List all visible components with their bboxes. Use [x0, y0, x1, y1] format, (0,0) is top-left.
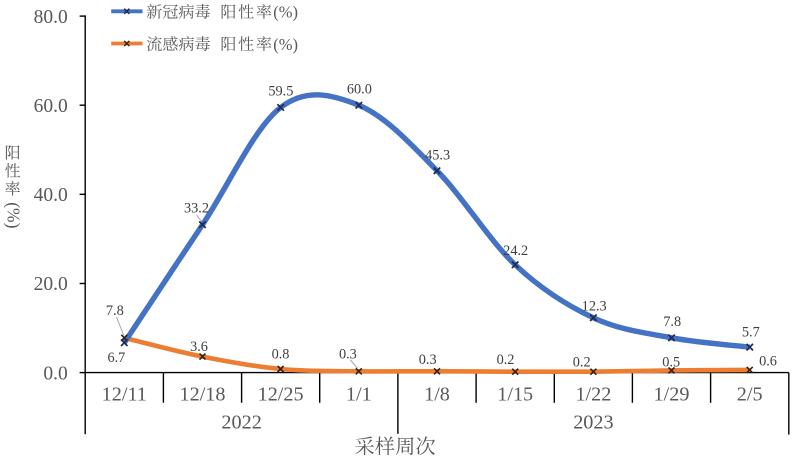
svg-text:0.8: 0.8 — [272, 347, 290, 363]
svg-text:0.3: 0.3 — [339, 347, 357, 363]
svg-text:2/5: 2/5 — [737, 383, 763, 405]
svg-text:24.2: 24.2 — [503, 243, 528, 259]
svg-text:0.6: 0.6 — [759, 354, 777, 370]
svg-text:2023: 2023 — [573, 412, 613, 434]
svg-text:2022: 2022 — [221, 412, 261, 434]
svg-text:0.0: 0.0 — [43, 363, 67, 384]
svg-text:80.0: 80.0 — [34, 7, 68, 28]
svg-text:33.2: 33.2 — [184, 200, 209, 216]
svg-text:12/18: 12/18 — [180, 383, 226, 405]
svg-text:1/8: 1/8 — [424, 383, 450, 405]
svg-text:1/15: 1/15 — [497, 383, 533, 405]
svg-text:60.0: 60.0 — [347, 82, 372, 98]
svg-text:1/22: 1/22 — [575, 383, 611, 405]
svg-text:6.7: 6.7 — [107, 350, 125, 366]
svg-text:59.5: 59.5 — [268, 83, 293, 99]
svg-text:0.2: 0.2 — [497, 352, 515, 368]
svg-text:0.5: 0.5 — [662, 355, 680, 371]
svg-text:0.2: 0.2 — [573, 355, 591, 371]
svg-text:12.3: 12.3 — [582, 298, 607, 314]
svg-text:12/11: 12/11 — [102, 383, 147, 405]
svg-text:5.7: 5.7 — [742, 324, 760, 340]
svg-text:1/1: 1/1 — [346, 383, 372, 405]
svg-text:(%): (%) — [3, 202, 23, 228]
svg-text:0.3: 0.3 — [419, 352, 437, 368]
svg-text:(%): (%) — [273, 35, 298, 54]
svg-text:60.0: 60.0 — [34, 96, 68, 117]
svg-text:45.3: 45.3 — [425, 147, 450, 163]
svg-text:3.6: 3.6 — [190, 339, 208, 355]
svg-text:20.0: 20.0 — [34, 274, 68, 295]
svg-text:12/25: 12/25 — [258, 383, 304, 405]
svg-text:(%): (%) — [273, 3, 298, 22]
svg-text:7.8: 7.8 — [663, 314, 681, 330]
svg-text:1/29: 1/29 — [654, 383, 690, 405]
svg-text:40.0: 40.0 — [34, 185, 68, 206]
svg-text:7.8: 7.8 — [106, 303, 124, 319]
